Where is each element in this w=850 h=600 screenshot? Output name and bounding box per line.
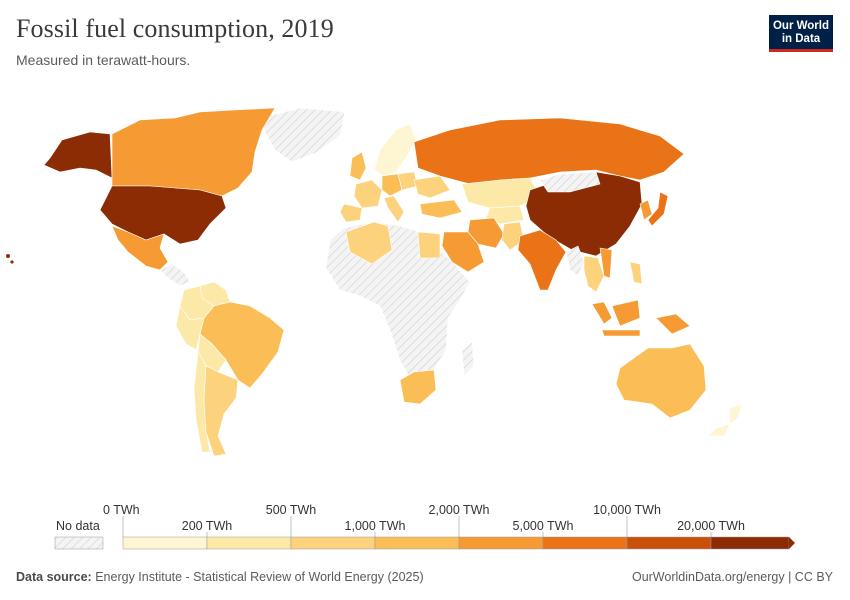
region-india[interactable] [517, 229, 567, 291]
license-text: | CC BY [788, 570, 833, 584]
region-peru[interactable] [175, 305, 205, 351]
region-new-zealand[interactable] [707, 423, 731, 437]
legend-ticks: 0 TWh 200 TWh 500 TWh 1,000 TWh 2,000 TWh 5,0… [103, 503, 745, 537]
region-thailand[interactable] [583, 255, 605, 293]
region-indonesia[interactable] [655, 313, 691, 335]
region-italy[interactable] [383, 195, 405, 223]
legend-bin [458, 536, 544, 550]
region-china[interactable] [525, 171, 643, 257]
legend-tick-label: 5,000 TWh [513, 519, 574, 533]
region-alaska[interactable] [43, 131, 113, 179]
region-australia[interactable] [615, 343, 707, 419]
chart-title: Fossil fuel consumption, 2019 [16, 14, 334, 43]
footer-url: OurWorldinData.org/energy | CC BY [632, 570, 833, 584]
source-label: Data source: [16, 570, 92, 584]
legend-arrow [789, 537, 795, 549]
region-pakistan[interactable] [501, 221, 525, 251]
source-text: Energy Institute - Statistical Review of… [95, 570, 424, 584]
legend-tick-label: 10,000 TWh [593, 503, 661, 517]
region-kazakhstan[interactable] [485, 205, 525, 225]
region-indonesia[interactable] [601, 329, 641, 337]
legend-tick-label: 500 TWh [266, 503, 317, 517]
region-russia[interactable] [413, 117, 685, 185]
region-south-africa[interactable] [399, 369, 437, 405]
region-mexico[interactable] [111, 225, 169, 271]
legend-tick-label: 0 TWh [103, 503, 140, 517]
region-indonesia[interactable] [591, 301, 613, 325]
legend-tick-label: 2,000 TWh [429, 503, 490, 517]
world-map [6, 107, 743, 457]
legend-bin [626, 536, 712, 550]
region-canada[interactable] [111, 107, 276, 197]
chart-subtitle: Measured in terawatt-hours. [16, 52, 191, 68]
footer-source: Data source: Energy Institute - Statisti… [16, 570, 424, 584]
region-argentina[interactable] [203, 365, 239, 457]
region-japan[interactable] [647, 191, 669, 227]
region-turkey[interactable] [419, 199, 463, 219]
region-united-states[interactable] [99, 185, 227, 245]
owid-url-link[interactable]: OurWorldinData.org/energy [631, 570, 785, 584]
legend-bin [374, 536, 460, 550]
no-data-swatch [54, 536, 104, 550]
region-germany[interactable] [381, 173, 403, 197]
legend-bin [710, 536, 790, 550]
region-algeria[interactable] [345, 221, 393, 265]
legend-bin [542, 536, 628, 550]
region-united-kingdom[interactable] [349, 151, 367, 181]
logo-line-2: in Data [781, 33, 821, 45]
logo-line-1: Our World [772, 20, 829, 32]
region-spain[interactable] [339, 203, 363, 223]
region-indonesia[interactable] [599, 247, 613, 279]
legend-tick-label: 1,000 TWh [345, 519, 406, 533]
legend-bins [122, 536, 795, 550]
legend-bin [206, 536, 292, 550]
legend-tick-label: 200 TWh [182, 519, 233, 533]
region-france[interactable] [353, 179, 383, 209]
region-saudi-arabia[interactable] [441, 231, 485, 273]
legend: No data 0 TWh 200 TWh 500 TWh 1,000 TWh 2,00… [54, 503, 795, 550]
legend-tick-label: 20,000 TWh [677, 519, 745, 533]
region-scandinavia[interactable] [373, 123, 417, 177]
region-new-zealand[interactable] [729, 403, 743, 425]
region-ukraine[interactable] [413, 175, 451, 199]
region-south-korea[interactable] [639, 199, 653, 221]
region-thailand[interactable] [629, 261, 643, 285]
legend-bin [122, 536, 208, 550]
region-egypt[interactable] [417, 231, 441, 259]
owid-logo[interactable]: Our World in Data [769, 15, 833, 52]
region-indonesia[interactable] [611, 299, 641, 327]
legend-bin [290, 536, 376, 550]
no-data-label: No data [56, 519, 100, 533]
